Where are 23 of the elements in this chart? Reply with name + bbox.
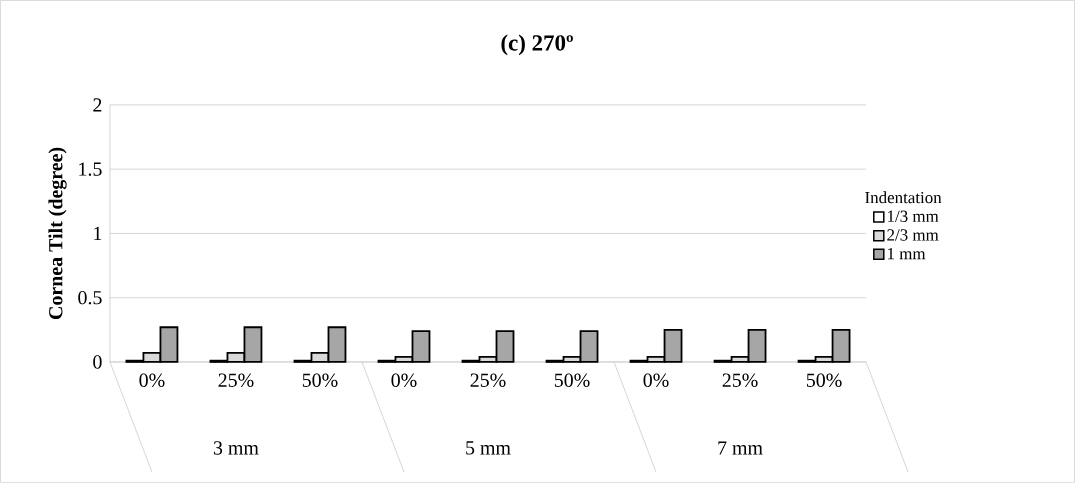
x-tick-label: 50% — [806, 373, 842, 388]
y-tick-label: 0.5 — [78, 290, 102, 305]
legend-label: 1/3 mm — [888, 210, 939, 223]
legend-label: 2/3 mm — [887, 229, 939, 241]
y-tick-label: 1 — [94, 226, 102, 241]
x-tick-label: 0% — [391, 373, 417, 388]
legend-title: Indentation — [865, 191, 942, 204]
text: 3 mm — [213, 441, 259, 455]
x-tick-label: 0% — [643, 373, 669, 388]
y-tick-label: 1.5 — [79, 162, 102, 176]
y-axis-title: Cornea Tilt (degree) — [48, 147, 67, 320]
legend-label: 1 mm — [888, 248, 926, 260]
y-tick-label: 0 — [93, 355, 102, 369]
x-tick-label: 50% — [554, 373, 590, 388]
y-tick-label: 2 — [93, 98, 102, 112]
x-tick-label: 25% — [218, 373, 254, 388]
x-tick-label: 0% — [139, 373, 165, 388]
x-tick-label: 25% — [722, 373, 758, 388]
text: 7 mm — [718, 441, 763, 455]
x-tick-label: 25% — [470, 373, 506, 388]
text: 5 mm — [466, 441, 511, 455]
x-tick-label: 50% — [302, 373, 338, 388]
chart-title: (c) 270º — [501, 34, 573, 56]
